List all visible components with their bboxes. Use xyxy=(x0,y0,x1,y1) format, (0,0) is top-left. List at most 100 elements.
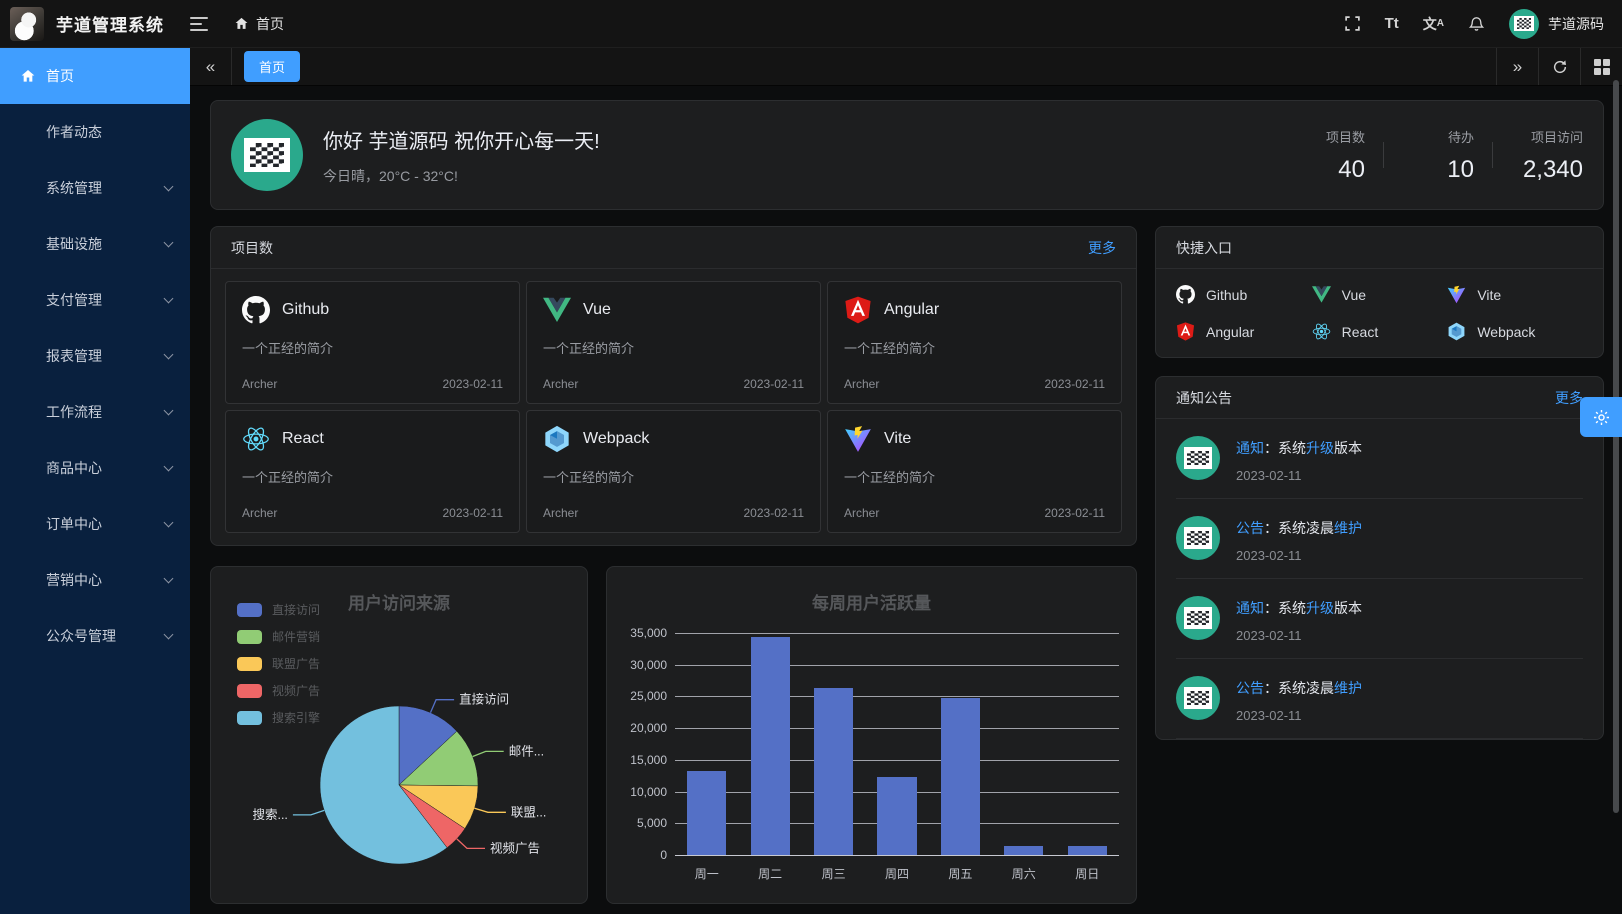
shortcuts-panel: 快捷入口 Github Vue Vite Angular React Webpa… xyxy=(1155,226,1604,358)
project-author: Archer xyxy=(543,506,579,520)
shortcut-vite[interactable]: Vite xyxy=(1447,285,1583,304)
pie-chart-legend: 直接访问 邮件营销 联盟广告 视频广告 搜索引擎 xyxy=(237,601,320,726)
project-card-github[interactable]: Github 一个正经的简介 Archer 2023-02-11 xyxy=(225,281,520,404)
legend-swatch xyxy=(237,710,262,725)
sidebar-item-2[interactable]: 系统管理 xyxy=(0,160,190,216)
stat-separator xyxy=(1492,142,1493,168)
sidebar-item-1[interactable]: 作者动态 xyxy=(0,104,190,160)
bar-周四[interactable] xyxy=(877,777,917,855)
breadcrumb[interactable]: 首页 xyxy=(234,14,284,34)
shortcut-react[interactable]: React xyxy=(1312,322,1448,341)
x-tick: 周六 xyxy=(1011,867,1036,881)
layout-grid-icon[interactable] xyxy=(1580,48,1622,85)
sidebar-item-6[interactable]: 工作流程 xyxy=(0,384,190,440)
shortcut-vue[interactable]: Vue xyxy=(1311,285,1448,304)
sidebar-item-8[interactable]: 订单中心 xyxy=(0,496,190,552)
shortcut-webpack[interactable]: Webpack xyxy=(1447,322,1583,341)
x-tick: 周日 xyxy=(1075,867,1100,881)
vite-icon xyxy=(844,425,872,453)
shortcut-angular[interactable]: Angular xyxy=(1176,322,1312,341)
svg-text:视频广告: 视频广告 xyxy=(490,840,540,855)
shortcut-github[interactable]: Github xyxy=(1176,285,1312,304)
refresh-icon[interactable] xyxy=(1538,48,1580,85)
notices-more-link[interactable]: 更多 xyxy=(1555,389,1583,406)
user-avatar xyxy=(1509,8,1539,39)
tabs-scroll-left-icon[interactable]: « xyxy=(190,48,232,85)
notice-segment: 公告 xyxy=(1236,520,1264,536)
project-name: Vue xyxy=(583,301,611,318)
project-card-vite[interactable]: Vite 一个正经的简介 Archer 2023-02-11 xyxy=(827,410,1122,533)
shortcut-label: React xyxy=(1341,323,1379,340)
bar-周日[interactable] xyxy=(1067,846,1107,855)
font-size-icon[interactable]: Tt xyxy=(1384,15,1399,32)
sidebar-item-label: 订单中心 xyxy=(46,516,102,532)
shortcuts-panel-title: 快捷入口 xyxy=(1176,239,1232,256)
notice-title: 通知：系统升级版本 xyxy=(1236,598,1362,618)
user-name: 芋道源码 xyxy=(1548,15,1604,32)
bar-周一[interactable] xyxy=(687,771,727,855)
legend-label: 邮件营销 xyxy=(272,630,321,644)
sidebar-item-4[interactable]: 支付管理 xyxy=(0,272,190,328)
shortcut-label: Webpack xyxy=(1477,323,1536,340)
legend-item[interactable]: 搜索引擎 xyxy=(237,709,320,726)
sidebar-item-9[interactable]: 营销中心 xyxy=(0,552,190,608)
project-card-vue[interactable]: Vue 一个正经的简介 Archer 2023-02-11 xyxy=(526,281,821,404)
y-tick: 0 xyxy=(660,848,667,862)
sidebar-item-3[interactable]: 基础设施 xyxy=(0,216,190,272)
legend-item[interactable]: 直接访问 xyxy=(237,601,320,618)
greeting-weather: 今日晴，20°C - 32°C! xyxy=(323,167,458,184)
stat-0: 项目数 40 xyxy=(1293,127,1365,184)
notice-item-2[interactable]: 通知：系统升级版本 2023-02-11 xyxy=(1176,579,1583,659)
user-menu[interactable]: 芋道源码 xyxy=(1509,8,1604,39)
project-name: React xyxy=(282,430,324,447)
sidebar-fold-icon[interactable] xyxy=(190,16,210,31)
notice-date: 2023-02-11 xyxy=(1236,548,1302,563)
project-card-webpack[interactable]: Webpack 一个正经的简介 Archer 2023-02-11 xyxy=(526,410,821,533)
notice-item-3[interactable]: 公告：系统凌晨维护 2023-02-11 xyxy=(1176,659,1583,739)
notice-segment: ：系统凌晨 xyxy=(1264,680,1334,696)
github-icon xyxy=(1176,285,1195,304)
sidebar-item-label: 首页 xyxy=(46,68,74,84)
project-card-react[interactable]: React 一个正经的简介 Archer 2023-02-11 xyxy=(225,410,520,533)
page-scrollbar[interactable] xyxy=(1613,80,1619,813)
gear-icon xyxy=(1593,409,1609,425)
project-author: Archer xyxy=(844,506,880,520)
settings-gear-button[interactable] xyxy=(1580,397,1622,437)
legend-item[interactable]: 邮件营销 xyxy=(237,628,320,645)
project-card-angular[interactable]: Angular 一个正经的简介 Archer 2023-02-11 xyxy=(827,281,1122,404)
bar-周五[interactable] xyxy=(940,698,981,855)
app-logo[interactable] xyxy=(10,6,44,41)
project-date: 2023-02-11 xyxy=(743,377,805,391)
project-date: 2023-02-11 xyxy=(743,506,805,520)
sidebar-item-10[interactable]: 公众号管理 xyxy=(0,608,190,664)
projects-more-link[interactable]: 更多 xyxy=(1088,239,1116,256)
bar-周二[interactable] xyxy=(750,637,790,855)
bar-周三[interactable] xyxy=(813,687,854,855)
bar-周六[interactable] xyxy=(1004,846,1044,855)
legend-item[interactable]: 视频广告 xyxy=(237,682,320,699)
notice-item-0[interactable]: 通知：系统升级版本 2023-02-11 xyxy=(1176,419,1583,499)
y-tick: 5,000 xyxy=(636,816,667,831)
shortcut-label: Github xyxy=(1206,286,1248,303)
fullscreen-icon[interactable] xyxy=(1344,15,1361,32)
x-tick: 周五 xyxy=(948,867,973,881)
legend-item[interactable]: 联盟广告 xyxy=(237,655,320,672)
notice-segment: 通知 xyxy=(1236,600,1264,616)
sidebar-item-5[interactable]: 报表管理 xyxy=(0,328,190,384)
notice-segment: 版本 xyxy=(1334,440,1362,456)
project-author: Archer xyxy=(242,506,278,520)
project-author: Archer xyxy=(543,377,579,391)
project-author: Archer xyxy=(242,377,278,391)
notice-avatar xyxy=(1176,436,1220,480)
legend-label: 联盟广告 xyxy=(272,657,321,671)
notice-segment: 版本 xyxy=(1334,600,1362,616)
chevron-down-icon xyxy=(163,293,174,303)
sidebar-item-0[interactable]: 首页 xyxy=(0,48,190,104)
notice-title: 公告：系统凌晨维护 xyxy=(1236,678,1362,698)
tabs-scroll-right-icon[interactable]: » xyxy=(1496,48,1538,85)
sidebar-item-7[interactable]: 商品中心 xyxy=(0,440,190,496)
notice-item-1[interactable]: 公告：系统凌晨维护 2023-02-11 xyxy=(1176,499,1583,579)
bell-icon[interactable] xyxy=(1468,15,1485,32)
tab-home[interactable]: 首页 xyxy=(244,51,301,82)
